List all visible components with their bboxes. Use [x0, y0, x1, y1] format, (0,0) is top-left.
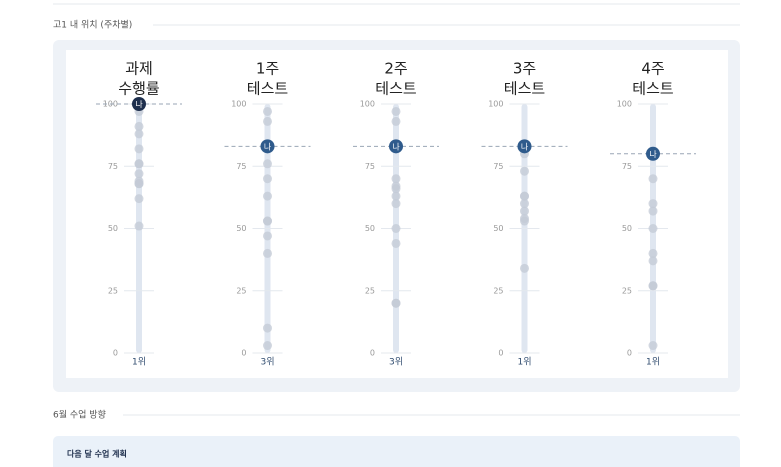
y-tick-label: 25 — [108, 286, 118, 295]
y-tick-label: 0 — [370, 349, 375, 358]
student-dot — [391, 191, 401, 201]
y-tick-label: 25 — [622, 286, 632, 295]
me-dot — [260, 139, 275, 154]
student-dot — [263, 159, 272, 169]
me-label: 나 — [392, 142, 400, 151]
rank-label: 1위 — [517, 357, 531, 368]
student-dot — [263, 216, 272, 226]
student-dot — [391, 106, 401, 116]
chart-title: 2주 — [384, 60, 407, 78]
chart-title: 수행률 — [118, 80, 160, 98]
me-label: 나 — [649, 150, 657, 159]
student-dot — [391, 174, 401, 184]
plan-title: 다음 달 수업 계획 — [67, 449, 127, 459]
me-label: 나 — [264, 142, 272, 151]
y-tick-label: 100 — [360, 100, 375, 109]
student-dot — [648, 199, 658, 209]
chart-title: 1주 — [256, 60, 279, 78]
y-tick-label: 25 — [493, 286, 503, 295]
y-tick-label: 75 — [108, 162, 118, 171]
chart-title: 4주 — [641, 60, 664, 78]
student-dot — [263, 341, 272, 351]
rank-label: 3위 — [260, 357, 274, 368]
student-dot — [134, 194, 144, 204]
student-dot — [391, 298, 401, 308]
me-label: 나 — [135, 100, 143, 109]
student-dot — [391, 116, 401, 126]
me-dot — [132, 97, 146, 111]
student-dot — [134, 169, 144, 179]
student-dot — [263, 231, 272, 241]
student-dot — [134, 121, 144, 131]
y-tick-label: 75 — [236, 162, 246, 171]
student-dot — [648, 281, 658, 291]
student-dot — [263, 106, 272, 116]
me-dot — [517, 139, 532, 154]
student-dot — [391, 199, 401, 209]
y-tick-label: 0 — [627, 349, 632, 358]
student-dot — [134, 144, 144, 154]
y-tick-label: 50 — [108, 224, 118, 233]
student-dot — [134, 159, 144, 169]
student-dot — [520, 206, 529, 216]
y-tick-label: 0 — [113, 349, 118, 358]
y-tick-label: 100 — [231, 100, 246, 109]
student-dot — [134, 221, 144, 231]
y-tick-label: 75 — [365, 162, 375, 171]
student-dot — [134, 179, 144, 189]
rank-label: 1위 — [132, 357, 146, 368]
chart-title: 과제 — [125, 60, 153, 78]
student-dot — [263, 174, 272, 184]
y-tick-label: 50 — [236, 224, 246, 233]
y-tick-label: 75 — [622, 162, 632, 171]
student-dot — [263, 116, 272, 126]
student-dot — [648, 206, 658, 216]
student-dot — [391, 224, 401, 233]
student-dot — [648, 248, 658, 258]
me-label: 나 — [521, 142, 529, 151]
student-dot — [391, 238, 401, 248]
chart-title: 3주 — [513, 60, 536, 78]
student-dot — [263, 248, 272, 258]
y-tick-label: 50 — [365, 224, 375, 233]
student-dot — [263, 191, 272, 201]
y-tick-label: 100 — [488, 100, 503, 109]
y-tick-label: 50 — [622, 224, 632, 233]
rank-label: 1위 — [646, 357, 660, 368]
student-dot — [648, 224, 658, 233]
y-tick-label: 0 — [498, 349, 503, 358]
chart-title: 테스트 — [247, 80, 289, 98]
student-dot — [134, 129, 144, 139]
student-dot — [520, 166, 529, 176]
section-title: 고1 내 위치 (주차별) — [53, 19, 132, 31]
student-dot — [520, 199, 529, 209]
chart-title: 테스트 — [375, 80, 417, 98]
y-tick-label: 50 — [493, 224, 503, 233]
y-tick-label: 100 — [617, 100, 632, 109]
chart-title: 테스트 — [504, 80, 546, 98]
student-dot — [520, 216, 529, 226]
student-dot — [391, 184, 401, 194]
y-tick-label: 75 — [493, 162, 503, 171]
me-dot — [646, 146, 660, 161]
student-dot — [648, 174, 658, 184]
me-dot — [389, 139, 403, 154]
plan-box — [53, 436, 740, 467]
student-dot — [520, 263, 529, 273]
student-dot — [263, 323, 272, 333]
student-dot — [648, 256, 658, 266]
y-tick-label: 25 — [236, 286, 246, 295]
y-tick-label: 25 — [365, 286, 375, 295]
chart-title: 테스트 — [632, 80, 674, 98]
student-dot — [520, 191, 529, 201]
y-tick-label: 0 — [241, 349, 246, 358]
rank-label: 3위 — [389, 357, 403, 368]
section-title: 6월 수업 방향 — [53, 409, 106, 421]
student-dot — [648, 341, 658, 351]
